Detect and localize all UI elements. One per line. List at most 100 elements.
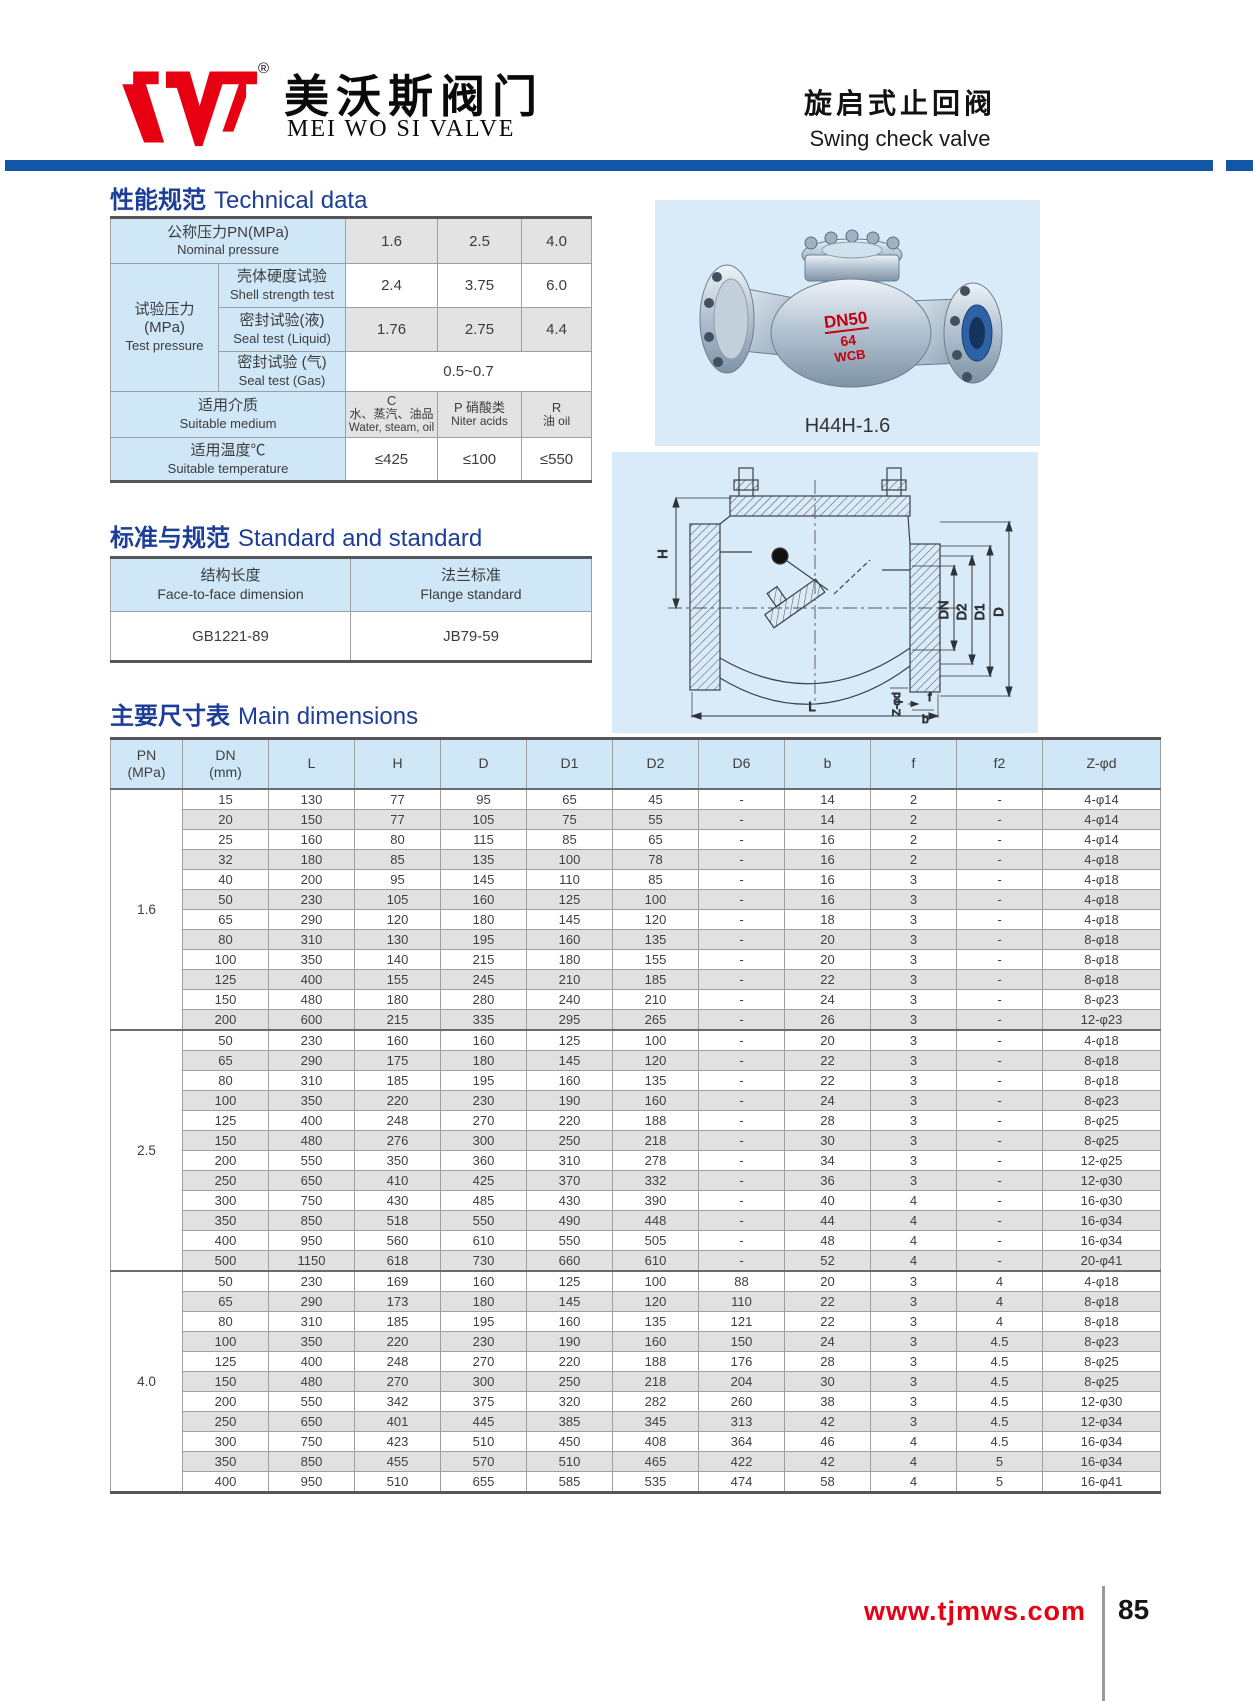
dim-cell: 20 bbox=[182, 809, 269, 830]
dim-cell: 375 bbox=[440, 1391, 527, 1412]
dim-cell: - bbox=[698, 869, 785, 890]
dim-cell: 480 bbox=[268, 989, 355, 1010]
dim-cell: 425 bbox=[440, 1170, 527, 1191]
dim-cell: 8-φ18 bbox=[1042, 929, 1161, 950]
dim-cell: 2 bbox=[870, 809, 957, 830]
dim-cell: 3 bbox=[870, 1291, 957, 1312]
dim-cell: 135 bbox=[612, 929, 699, 950]
dim-cell: 65 bbox=[526, 788, 613, 810]
table-row: 50 230 105 160 125 100-16 3-4-φ18 bbox=[111, 889, 1161, 910]
dim-cell: 8-φ18 bbox=[1042, 1070, 1161, 1091]
dim-cell: 250 bbox=[182, 1170, 269, 1191]
dim-cell: 4.5 bbox=[956, 1351, 1043, 1372]
dim-cell: 4-φ18 bbox=[1042, 1029, 1161, 1051]
website-link[interactable]: www.tjmws.com bbox=[863, 1596, 1086, 1626]
dim-cell: 150 bbox=[182, 1371, 269, 1392]
dim-cell: 80 bbox=[182, 1311, 269, 1332]
dim-cell: 8-φ23 bbox=[1042, 989, 1161, 1010]
dim-cell: 4-φ14 bbox=[1042, 788, 1161, 810]
dim-cell: 410 bbox=[354, 1170, 441, 1191]
dim-cell: 100 bbox=[612, 889, 699, 910]
dim-cell: 230 bbox=[268, 1270, 355, 1292]
valve-model-label: H44H-1.6 bbox=[804, 415, 891, 437]
svg-text:L: L bbox=[808, 699, 815, 714]
dim-cell: 50 bbox=[182, 889, 269, 910]
dim-cell: 1150 bbox=[268, 1250, 355, 1272]
dim-cell: 160 bbox=[354, 1029, 441, 1051]
dim-cell: 200 bbox=[268, 869, 355, 890]
nominal-value: 2.5 bbox=[437, 217, 523, 264]
dim-cell: 185 bbox=[354, 1311, 441, 1332]
table-row: 125 400 248 270 220 188-28 3-8-φ25 bbox=[111, 1110, 1161, 1131]
dim-cell: 4-φ18 bbox=[1042, 849, 1161, 870]
dim-cell: 4-φ14 bbox=[1042, 809, 1161, 830]
dim-cell: - bbox=[956, 1210, 1043, 1231]
dim-cell: - bbox=[698, 1009, 785, 1031]
dim-cell: - bbox=[698, 809, 785, 830]
dim-cell: 3 bbox=[870, 1170, 957, 1191]
dim-cell: - bbox=[956, 829, 1043, 850]
dim-cell: 175 bbox=[354, 1050, 441, 1071]
dim-cell: 120 bbox=[354, 909, 441, 930]
dim-cell: - bbox=[698, 1070, 785, 1091]
temp-value: ≤425 bbox=[345, 437, 439, 483]
dim-cell: 180 bbox=[440, 1291, 527, 1312]
dim-cell: 140 bbox=[354, 949, 441, 970]
dim-cell: 3 bbox=[870, 1150, 957, 1171]
dim-cell: 448 bbox=[612, 1210, 699, 1231]
dim-cell: 145 bbox=[526, 909, 613, 930]
dim-cell: 160 bbox=[268, 829, 355, 850]
dim-cell: 535 bbox=[612, 1471, 699, 1493]
dim-cell: 4 bbox=[870, 1471, 957, 1493]
dim-cell: 2 bbox=[870, 849, 957, 870]
dim-cell: 220 bbox=[526, 1351, 613, 1372]
dim-cell: 400 bbox=[268, 1110, 355, 1131]
product-title-cn: 旋启式止回阀 bbox=[803, 88, 996, 119]
dim-cell: 290 bbox=[268, 1050, 355, 1071]
table-row: 20 150 77 105 75 55-14 2-4-φ14 bbox=[111, 809, 1161, 830]
dim-column-header: b bbox=[784, 738, 871, 790]
dim-cell: 3 bbox=[870, 1311, 957, 1332]
gas-value: 0.5~0.7 bbox=[345, 351, 593, 392]
dim-cell: 20-φ41 bbox=[1042, 1250, 1161, 1272]
dim-cell: 48 bbox=[784, 1230, 871, 1251]
dim-cell: 215 bbox=[440, 949, 527, 970]
dim-cell: 160 bbox=[440, 1029, 527, 1051]
dim-cell: 455 bbox=[354, 1451, 441, 1472]
dim-cell: 8-φ25 bbox=[1042, 1351, 1161, 1372]
dim-cell: 4 bbox=[870, 1230, 957, 1251]
dim-cell: 155 bbox=[354, 969, 441, 990]
table-row: 350 850 518 550 490 448-44 4-16-φ34 bbox=[111, 1210, 1161, 1231]
dim-cell: 518 bbox=[354, 1210, 441, 1231]
medium-c: C 水、蒸汽、油品 Water, steam, oil bbox=[345, 390, 439, 439]
dim-cell: 16 bbox=[784, 849, 871, 870]
dim-cell: 550 bbox=[268, 1150, 355, 1171]
dim-cell: 145 bbox=[526, 1050, 613, 1071]
table-row: 300 750 430 485 430 390-40 4-16-φ30 bbox=[111, 1190, 1161, 1211]
dim-cell: 160 bbox=[440, 889, 527, 910]
dim-cell: - bbox=[698, 929, 785, 950]
dim-cell: 110 bbox=[698, 1291, 785, 1312]
dim-cell: 300 bbox=[182, 1431, 269, 1452]
svg-text:DN: DN bbox=[936, 601, 951, 620]
dim-cell: 195 bbox=[440, 1311, 527, 1332]
dim-cell: 423 bbox=[354, 1431, 441, 1452]
dimensions-header-row: PN (MPa) DN (mm) L H D D1 D2 D6 b f f2 Z-φd bbox=[110, 738, 1161, 790]
dim-cell: 550 bbox=[268, 1391, 355, 1412]
brand-name-en: MEI WO SI VALVE bbox=[287, 116, 516, 142]
dim-cell: 190 bbox=[526, 1331, 613, 1352]
dim-cell: 2 bbox=[870, 788, 957, 810]
dim-cell: 100 bbox=[182, 949, 269, 970]
dim-cell: 44 bbox=[784, 1210, 871, 1231]
table-row: 150 480 270 300 250 218 204 30 3 4.5 8-φ25 bbox=[111, 1371, 1161, 1392]
dim-cell: 125 bbox=[182, 969, 269, 990]
dim-cell: 4 bbox=[956, 1291, 1043, 1312]
dim-cell: 115 bbox=[440, 829, 527, 850]
dim-cell: 125 bbox=[526, 889, 613, 910]
dim-cell: 100 bbox=[612, 1270, 699, 1292]
dim-cell: 65 bbox=[182, 909, 269, 930]
dim-cell: 85 bbox=[526, 829, 613, 850]
dim-cell: 245 bbox=[440, 969, 527, 990]
dim-cell: 350 bbox=[354, 1150, 441, 1171]
dim-cell: 105 bbox=[440, 809, 527, 830]
